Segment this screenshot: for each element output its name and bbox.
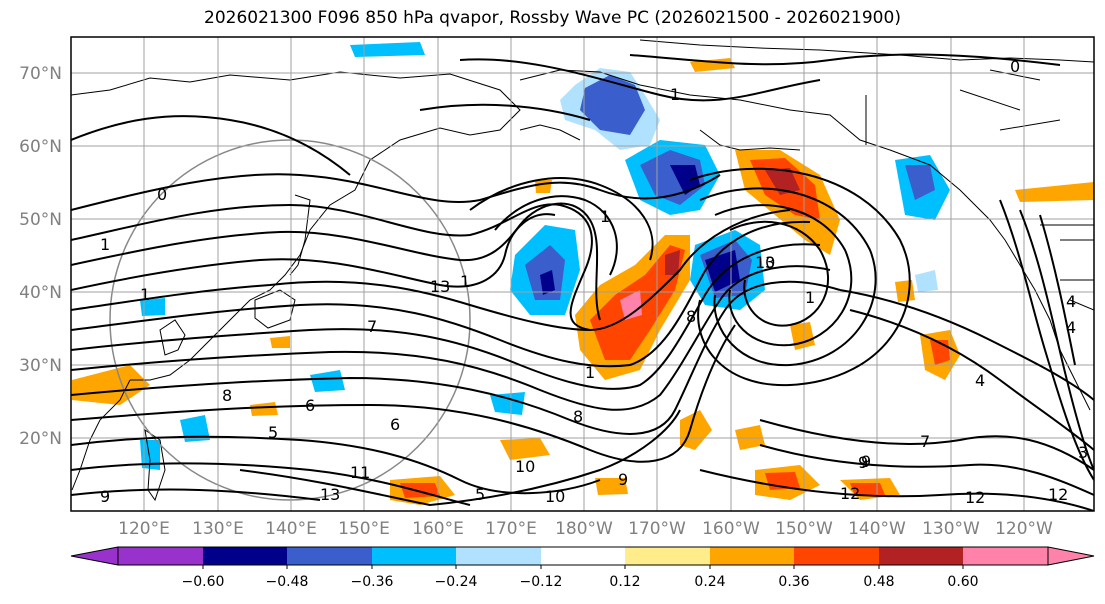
colorbar-swatch [372,547,456,565]
lat-label: 30°N [19,356,62,376]
contour-label: 1 [460,272,470,291]
contour-label: 1 [585,363,595,382]
map-title: 2026021300 F096 850 hPa qvapor, Rossby W… [204,8,901,28]
map-frame [70,36,1095,512]
contour-label: 1 [140,285,150,304]
lat-label: 20°N [19,429,62,449]
colorbar-tick-label: 0.36 [778,574,809,590]
colorbar-swatch [118,547,203,565]
contour-label: 13 [430,277,450,296]
colorbar-swatch [963,547,1048,565]
lon-label: 180°W [555,519,613,539]
contour-label: 8 [686,307,696,326]
colorbar-tick-label: −0.36 [351,574,394,590]
contour-label: 4 [1066,292,1076,311]
contour-label: 1 [600,207,610,226]
colorbar-tick-label: −0.12 [520,574,563,590]
colorbar-tick-label: 0.12 [609,574,640,590]
lon-label: 170°W [628,519,686,539]
lon-label: 140°E [265,519,317,539]
lon-label: 120°W [995,519,1053,539]
lat-label: 40°N [19,283,62,303]
colorbar-tick-label: −0.24 [435,574,478,590]
contour-label: 12 [965,488,985,507]
contour-label: 11 [350,463,370,482]
colorbar-tick-label: −0.60 [182,574,225,590]
longitude-labels: 120°E 130°E 140°E 150°E 160°E 170°E 180°… [118,519,1053,539]
lon-label: 160°W [702,519,760,539]
lat-label: 60°N [19,137,62,157]
contour-label: 8 [222,386,232,405]
contour-label: 5 [268,423,278,442]
contour-label: 6 [390,415,400,434]
contour-label: 10 [515,457,535,476]
contour-label: 12 [840,484,860,503]
colorbar-frame [117,546,1049,566]
contour-label: 7 [367,317,377,336]
lon-label: 150°W [775,519,833,539]
contour-label: 9 [858,453,868,472]
contour-label: 1 [670,85,680,104]
coastlines [71,39,1094,502]
contour-label: 4 [975,371,985,390]
contour-label: 0 [1010,57,1020,76]
contour-label: 1 [805,288,815,307]
colorbar-tick-label: −0.48 [266,574,309,590]
contour-labels: 1 1 0 0 1 1 3 1 10 1 7 13 1 8 4 6 5 8 6 … [100,57,1088,507]
contour-label: 9 [861,452,871,471]
colorbar-swatch [879,547,963,565]
colorbar-swatch [625,547,710,565]
contour-label: 12 [1048,485,1068,504]
lat-label: 70°N [19,64,62,84]
colorbar-swatch [287,547,372,565]
anomaly-shading [72,42,1094,505]
lon-label: 130°E [192,519,244,539]
lon-label: 170°E [485,519,537,539]
contour-label: 6 [305,396,315,415]
lon-label: 160°E [412,519,464,539]
contour-label: 7 [920,432,930,451]
colorbar-extend-low [70,546,119,566]
contour-label: 10 [755,253,775,272]
colorbar-tick-label: 0.48 [863,574,894,590]
lat-label: 50°N [19,210,62,230]
contour-label: 3 [765,253,775,272]
lon-label: 120°E [118,519,170,539]
colorbar-tick-label: 0.24 [694,574,725,590]
colorbar: −0.60 −0.48 −0.36 −0.24 −0.12 0.12 0.24 … [70,546,1095,590]
colorbar-swatch [710,547,794,565]
contour-label: 0 [157,185,167,204]
contour-label: 1 [100,235,110,254]
contour-label: 13 [320,485,340,504]
colorbar-swatch [794,547,879,565]
contour-label: 3 [1078,443,1088,462]
lon-label: 130°W [922,519,980,539]
lon-label: 150°E [338,519,390,539]
contour-label: 8 [573,407,583,426]
colorbar-tick-label: 0.60 [947,574,978,590]
lon-label: 140°W [848,519,906,539]
colorbar-swatch [456,547,541,565]
contour-label: 9 [100,487,110,506]
contour-label: 10 [545,487,565,506]
qvapor-contours [71,53,1094,511]
colorbar-swatch [203,547,287,565]
latitude-labels: 70°N 60°N 50°N 40°N 30°N 20°N [19,64,62,449]
region-circle [109,139,471,501]
contour-label: 9 [618,470,628,489]
colorbar-extend-high [1047,546,1095,566]
contour-label: 5 [475,485,485,504]
colorbar-swatch [541,547,625,565]
contour-label: 4 [1066,318,1076,337]
